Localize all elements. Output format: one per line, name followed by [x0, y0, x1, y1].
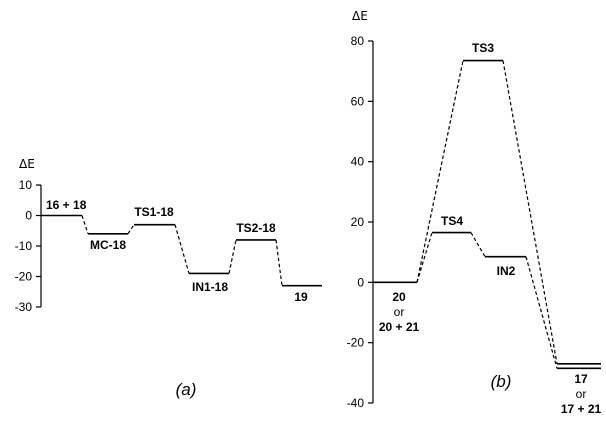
panel-a: 10 0 -10 -20 -30 ΔE 16 + 18 MC-18 TS1-18 IN1-18 TS… [15, 157, 322, 399]
pathway-connector [525, 256, 558, 369]
y-tick-label: 20 [351, 215, 365, 229]
y-tick-label: 10 [19, 178, 33, 192]
y-tick-label: -20 [347, 336, 365, 350]
pathway-connector [416, 60, 464, 283]
panel-caption: (a) [176, 380, 197, 399]
pathway-connector [228, 239, 237, 274]
energy-level-label: IN1-18 [192, 280, 228, 294]
pathway-connector [81, 215, 89, 234]
panel-b: 80 60 40 20 0 -20 -40 ΔE 20 or 20 + 21 TS3 TS4 IN2 17 o… [347, 9, 602, 416]
energy-level-label: IN2 [497, 264, 516, 278]
y-tick-label: -10 [15, 239, 33, 253]
energy-level-label: 16 + 18 [46, 198, 87, 212]
energy-level-label: 17 or 17 + 21 [561, 372, 602, 416]
pathway-connector [470, 232, 486, 257]
energy-level-label: TS3 [472, 41, 494, 55]
y-tick-label: -40 [347, 396, 365, 410]
energy-level-label: TS4 [441, 214, 463, 228]
y-axis-title: ΔE [352, 9, 368, 23]
energy-level-label: TS1-18 [134, 205, 174, 219]
pathway-connector [174, 224, 190, 274]
y-tick-label: 80 [351, 34, 365, 48]
y-tick-label: 40 [351, 155, 365, 169]
pathway-connector [416, 232, 433, 283]
y-axis-title: ΔE [19, 157, 35, 171]
energy-level-label: MC-18 [90, 238, 126, 252]
energy-level-label: 20 or 20 + 21 [379, 290, 420, 334]
energy-level-label: TS2-18 [236, 221, 276, 235]
y-tick-label: 0 [357, 275, 364, 289]
panel-caption: (b) [491, 372, 512, 391]
pathway-connector [502, 60, 558, 364]
y-tick-label: -20 [15, 270, 33, 284]
pathway-connector [127, 224, 135, 235]
y-tick-label: 0 [25, 209, 32, 223]
y-tick-label: -30 [15, 300, 33, 314]
energy-level-label: 19 [294, 290, 308, 304]
y-tick-label: 60 [351, 94, 365, 108]
pathway-connector [275, 239, 283, 286]
